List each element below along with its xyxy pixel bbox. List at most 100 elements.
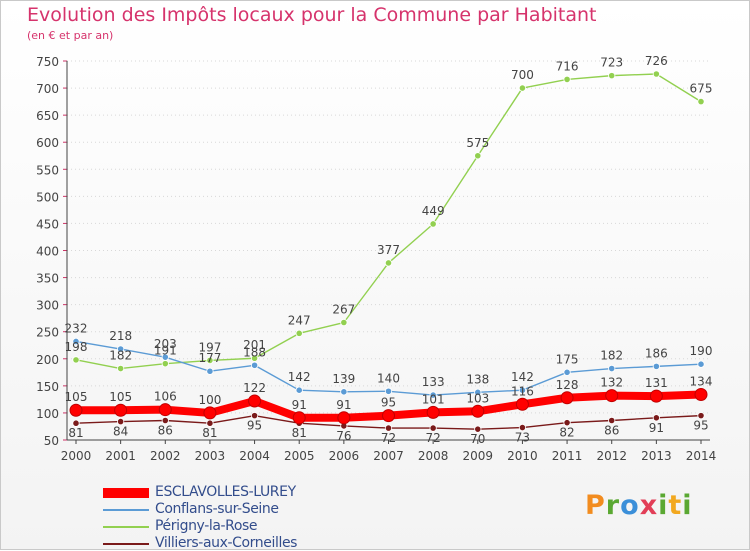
data-point: [117, 345, 125, 353]
y-tick-label: 600: [36, 136, 59, 150]
data-label: 95: [247, 419, 262, 433]
x-tick-label: 2014: [686, 449, 717, 463]
data-label: 377: [377, 243, 400, 257]
data-point: [429, 220, 437, 228]
data-label: 232: [65, 321, 88, 335]
data-point: [382, 409, 395, 423]
data-label: 106: [154, 390, 177, 404]
data-point: [384, 387, 393, 395]
data-point: [161, 416, 169, 425]
y-tick-label: 300: [36, 299, 59, 313]
data-point: [474, 152, 482, 160]
data-label: 449: [422, 204, 445, 218]
data-point: [295, 386, 303, 394]
data-label: 186: [645, 346, 668, 360]
data-label: 726: [645, 54, 668, 68]
data-point: [250, 361, 259, 369]
data-label: 91: [649, 421, 664, 435]
data-label: 105: [65, 390, 88, 404]
data-label: 91: [292, 398, 307, 412]
data-label: 105: [109, 390, 132, 404]
data-label: 95: [381, 396, 396, 410]
legend-swatch-perigny-la-rose: [103, 526, 149, 528]
chart-subtitle: (en € et par an): [27, 29, 114, 42]
data-label: 133: [422, 375, 445, 389]
data-label: 182: [109, 349, 132, 363]
x-tick-label: 2009: [463, 449, 494, 463]
legend-label-conflans-sur-seine: Conflans-sur-Seine: [155, 501, 279, 517]
data-point: [384, 259, 393, 267]
data-point: [295, 329, 303, 337]
legend-label-villiers-aux-corneilles: Villiers-aux-Corneilles: [155, 535, 298, 551]
series-line: [75, 73, 702, 370]
data-label: 575: [466, 136, 489, 150]
data-point: [340, 318, 348, 327]
y-tick-label: 350: [36, 272, 59, 286]
data-point: [72, 337, 80, 346]
data-label: 142: [288, 370, 311, 384]
data-label: 190: [690, 344, 713, 358]
data-point: [608, 364, 616, 373]
data-point: [72, 356, 80, 364]
data-point: [474, 425, 482, 433]
data-point: [518, 386, 527, 394]
data-point: [161, 353, 169, 361]
x-tick-label: 2013: [641, 449, 672, 463]
y-tick-label: 550: [36, 163, 59, 177]
data-point: [248, 394, 262, 408]
data-label: 140: [377, 371, 400, 385]
data-point: [161, 360, 169, 368]
legend-swatch-esclavolles-lurey: [103, 488, 149, 498]
data-label: 132: [600, 376, 623, 390]
data-point: [560, 391, 574, 405]
data-label: 86: [158, 424, 173, 438]
data-label: 198: [65, 340, 88, 354]
data-point: [518, 423, 527, 432]
y-tick-label: 250: [36, 326, 59, 340]
data-point: [250, 354, 259, 362]
data-label: 131: [645, 376, 668, 390]
data-label: 723: [600, 56, 623, 70]
x-tick-label: 2010: [507, 449, 538, 463]
x-tick-label: 2008: [418, 449, 449, 463]
legend-label-perigny-la-rose: Périgny-la-Rose: [155, 518, 258, 534]
data-point: [697, 98, 705, 106]
data-label: 101: [422, 392, 445, 406]
y-tick-label: 750: [36, 55, 59, 69]
data-point: [429, 424, 437, 432]
data-label: 76: [336, 429, 351, 443]
data-label: 203: [154, 337, 177, 351]
data-label: 72: [381, 431, 396, 445]
data-label: 116: [511, 384, 534, 398]
data-label: 82: [559, 426, 574, 440]
brand-logo: Proxiti: [585, 490, 693, 521]
data-point: [114, 403, 128, 417]
data-label: 103: [466, 391, 489, 405]
x-tick-label: 2011: [552, 449, 583, 463]
data-label: 91: [336, 398, 351, 412]
x-tick-label: 2005: [284, 449, 315, 463]
legend-swatch-conflans-sur-seine: [103, 509, 149, 511]
y-tick-label: 500: [36, 190, 59, 204]
data-label: 81: [68, 426, 83, 440]
data-label: 175: [556, 352, 579, 366]
data-label: 191: [154, 344, 177, 358]
data-point: [518, 84, 527, 92]
data-label: 138: [466, 372, 489, 386]
data-point: [206, 367, 214, 375]
x-tick-label: 2000: [61, 449, 92, 463]
data-point: [69, 403, 83, 417]
data-point: [72, 419, 80, 427]
x-tick-label: 2001: [105, 449, 136, 463]
y-tick-label: 150: [36, 380, 59, 394]
data-label: 197: [198, 340, 221, 354]
x-tick-label: 2002: [150, 449, 181, 463]
data-point: [649, 389, 663, 403]
x-tick-label: 2006: [329, 449, 360, 463]
data-label: 142: [511, 370, 534, 384]
data-label: 267: [332, 303, 355, 317]
x-tick-label: 2004: [239, 449, 270, 463]
x-tick-label: 2007: [373, 449, 404, 463]
